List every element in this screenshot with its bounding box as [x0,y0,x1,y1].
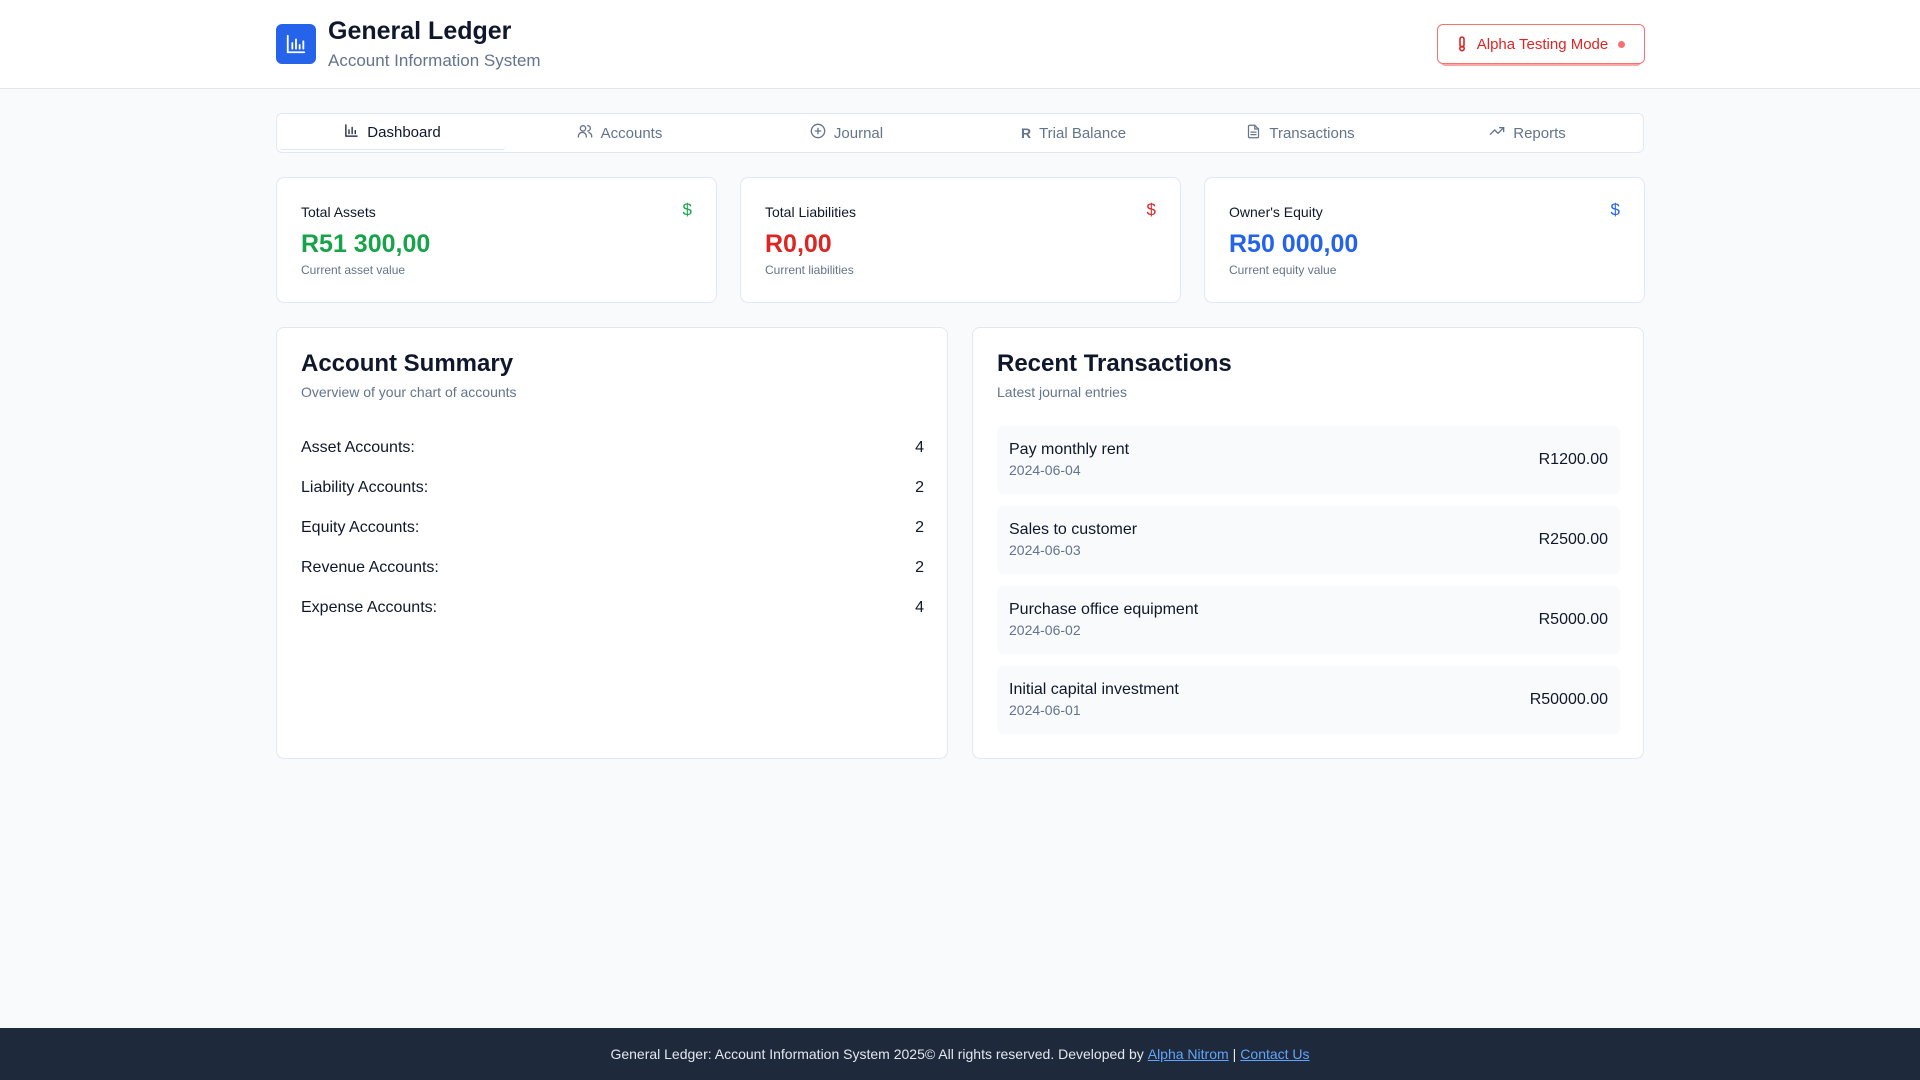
account-type-label: Revenue Accounts: [301,559,439,576]
tab-label: Reports [1513,124,1566,142]
account-count: 4 [915,599,924,616]
transaction-row[interactable]: Pay monthly rent 2024-06-04 R1200.00 [997,426,1620,494]
list-item: Equity Accounts: 2 [301,508,924,548]
transaction-row[interactable]: Purchase office equipment 2024-06-02 R50… [997,586,1620,654]
footer-text: General Ledger: Account Information Syst… [610,1046,1144,1062]
panel-title: Recent Transactions [997,350,1232,377]
thermometer-icon [1457,36,1467,52]
transaction-amount: R1200.00 [1538,451,1608,468]
account-count: 2 [915,519,924,536]
rand-icon: R [1020,125,1032,141]
status-dot-icon [1618,40,1626,48]
transaction-amount: R2500.00 [1538,531,1608,548]
contact-us-link[interactable]: Contact Us [1240,1046,1310,1062]
owners-equity-card: Owner's Equity $ R50 000,00 Current equi… [1204,177,1645,303]
recent-transactions-panel: Recent Transactions Latest journal entri… [972,327,1644,759]
transaction-date: 2024-06-04 [1009,462,1081,478]
trending-up-icon [1489,123,1505,143]
transaction-description: Pay monthly rent [1009,441,1130,458]
transaction-info: Pay monthly rent 2024-06-04 [1009,440,1129,480]
list-item: Liability Accounts: 2 [301,468,924,508]
total-liabilities-card: Total Liabilities $ R0,00 Current liabil… [740,177,1181,303]
transaction-description: Sales to customer [1009,521,1138,538]
tab-label: Trial Balance [1039,124,1127,142]
account-type-label: Equity Accounts: [301,519,420,536]
transaction-description: Purchase office equipment [1009,601,1199,618]
transaction-row[interactable]: Initial capital investment 2024-06-01 R5… [997,666,1620,734]
transactions-list: Pay monthly rent 2024-06-04 R1200.00 Sal… [997,426,1620,746]
panel-subtitle: Overview of your chart of accounts [301,384,517,400]
tab-transactions[interactable]: Transactions [1187,116,1414,150]
transaction-info: Purchase office equipment 2024-06-02 [1009,600,1198,640]
tab-label: Accounts [600,124,663,142]
plus-circle-icon [810,123,826,143]
dollar-icon: $ [682,200,692,219]
stat-note: Current liabilities [765,263,854,277]
tab-accounts[interactable]: Accounts [506,116,733,150]
account-count: 2 [915,559,924,576]
panel-title: Account Summary [301,350,514,377]
transaction-date: 2024-06-01 [1009,702,1081,718]
list-item: Asset Accounts: 4 [301,428,924,468]
dollar-icon: $ [1610,200,1620,219]
footer-separator: | [1232,1046,1237,1062]
app-subtitle: Account Information System [328,51,541,70]
account-type-label: Asset Accounts: [301,439,415,456]
developer-link[interactable]: Alpha Nitrom [1147,1046,1229,1062]
account-count: 4 [915,439,924,456]
alpha-mode-badge: Alpha Testing Mode [1437,24,1645,72]
stat-label: Total Assets [301,204,376,220]
file-text-icon [1246,124,1261,143]
app-title: General Ledger [328,17,512,45]
app-header: General Ledger Account Information Syste… [0,0,1920,89]
list-item: Revenue Accounts: 2 [301,548,924,588]
total-assets-card: Total Assets $ R51 300,00 Current asset … [276,177,717,303]
transaction-date: 2024-06-02 [1009,622,1081,638]
stat-value: R0,00 [765,230,832,258]
transaction-info: Sales to customer 2024-06-03 [1009,520,1137,560]
main-tabs: Dashboard Accounts Journal R Trial Balan… [276,113,1644,153]
tab-trial-balance[interactable]: R Trial Balance [960,116,1187,150]
transaction-description: Initial capital investment [1009,681,1179,698]
stat-label: Total Liabilities [765,204,857,220]
transaction-date: 2024-06-03 [1009,542,1081,558]
stat-note: Current asset value [301,263,406,277]
list-item: Expense Accounts: 4 [301,588,924,628]
transaction-amount: R5000.00 [1538,611,1608,628]
dollar-icon: $ [1146,200,1156,219]
account-type-label: Expense Accounts: [301,599,438,616]
stat-label: Owner's Equity [1229,204,1323,220]
users-icon [577,123,593,143]
tab-reports[interactable]: Reports [1414,116,1641,150]
alpha-testing-label: Alpha Testing Mode [1476,35,1609,53]
stat-note: Current equity value [1229,263,1337,277]
account-count: 2 [915,479,924,496]
transaction-info: Initial capital investment 2024-06-01 [1009,680,1179,720]
page-footer: General Ledger: Account Information Syst… [0,1028,1920,1080]
panel-subtitle: Latest journal entries [997,384,1127,400]
bar-chart-icon [344,123,359,142]
tab-dashboard[interactable]: Dashboard [279,116,506,150]
stat-value: R51 300,00 [301,230,431,258]
tab-journal[interactable]: Journal [733,116,960,150]
tab-label: Transactions [1269,124,1355,142]
tab-label: Journal [833,124,884,142]
account-type-label: Liability Accounts: [301,479,429,496]
alpha-testing-button[interactable]: Alpha Testing Mode [1437,24,1645,64]
transaction-amount: R50000.00 [1529,691,1608,708]
bar-chart-icon [276,24,316,64]
account-summary-panel: Account Summary Overview of your chart o… [276,327,948,759]
account-summary-list: Asset Accounts: 4 Liability Accounts: 2 … [301,428,924,628]
stat-value: R50 000,00 [1229,230,1359,258]
tab-label: Dashboard [367,124,441,141]
transaction-row[interactable]: Sales to customer 2024-06-03 R2500.00 [997,506,1620,574]
